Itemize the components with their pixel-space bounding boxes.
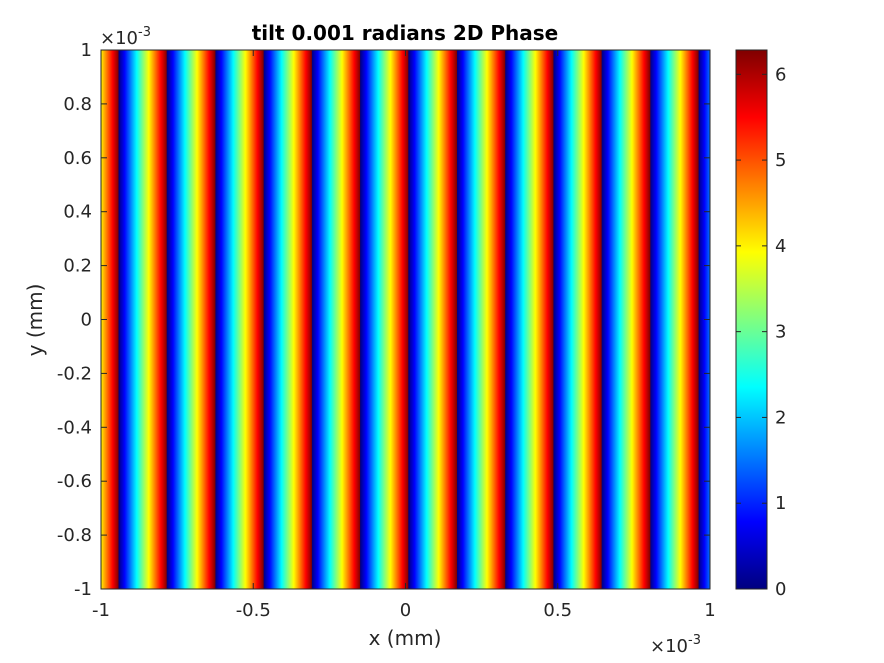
y-tick-label: 0.4 xyxy=(63,202,92,223)
colorbar xyxy=(736,50,767,589)
x-exponent-label: ×10-3 xyxy=(650,633,701,657)
y-tick-label: -0.4 xyxy=(57,417,92,438)
colorbar-tick-label: 5 xyxy=(775,150,786,171)
y-tick-label: 0.8 xyxy=(63,94,92,115)
y-tick-label: 0.2 xyxy=(63,256,92,277)
y-tick-label: 1 xyxy=(81,40,92,61)
x-tick-label: 0 xyxy=(400,600,411,621)
x-axis: -1 -0.5 0 0.5 1 xyxy=(92,50,716,621)
x-tick-label: -0.5 xyxy=(236,600,271,621)
svg-text:×10-3: ×10-3 xyxy=(650,633,701,657)
y-exponent-power: -3 xyxy=(138,25,151,40)
heatmap-plot xyxy=(101,50,710,589)
y-tick-label: -1 xyxy=(74,579,92,600)
y-tick-label: 0 xyxy=(81,310,92,331)
x-exponent-times: ×10 xyxy=(650,636,688,657)
x-tick-label: 0.5 xyxy=(543,600,572,621)
colorbar-axis: 0 1 2 3 4 5 6 xyxy=(736,64,786,600)
y-tick-label: 0.6 xyxy=(63,148,92,169)
x-tick-label: -1 xyxy=(92,600,110,621)
chart-title: tilt 0.001 radians 2D Phase xyxy=(252,21,559,45)
colorbar-tick-label: 3 xyxy=(775,322,786,343)
colorbar-tick-label: 0 xyxy=(775,579,786,600)
y-exponent-label: ×10-3 xyxy=(100,25,151,49)
colorbar-tick-label: 6 xyxy=(775,64,786,85)
x-tick-label: 1 xyxy=(704,600,715,621)
colorbar-tick-label: 2 xyxy=(775,407,786,428)
y-axis-label: y (mm) xyxy=(23,284,47,357)
y-tick-label: -0.6 xyxy=(57,471,92,492)
y-tick-label: -0.8 xyxy=(57,525,92,546)
colorbar-tick-label: 4 xyxy=(775,236,786,257)
y-axis: 1 0.8 0.6 0.4 0.2 0 -0.2 -0.4 -0.6 -0.8 -1 xyxy=(57,40,710,600)
x-axis-label: x (mm) xyxy=(369,626,442,650)
y-exponent-times: ×10 xyxy=(100,28,138,49)
colorbar-tick-label: 1 xyxy=(775,493,786,514)
y-tick-label: -0.2 xyxy=(57,363,92,384)
svg-text:×10-3: ×10-3 xyxy=(100,25,151,49)
colorbar-frame xyxy=(735,49,768,590)
x-exponent-power: -3 xyxy=(688,633,701,648)
